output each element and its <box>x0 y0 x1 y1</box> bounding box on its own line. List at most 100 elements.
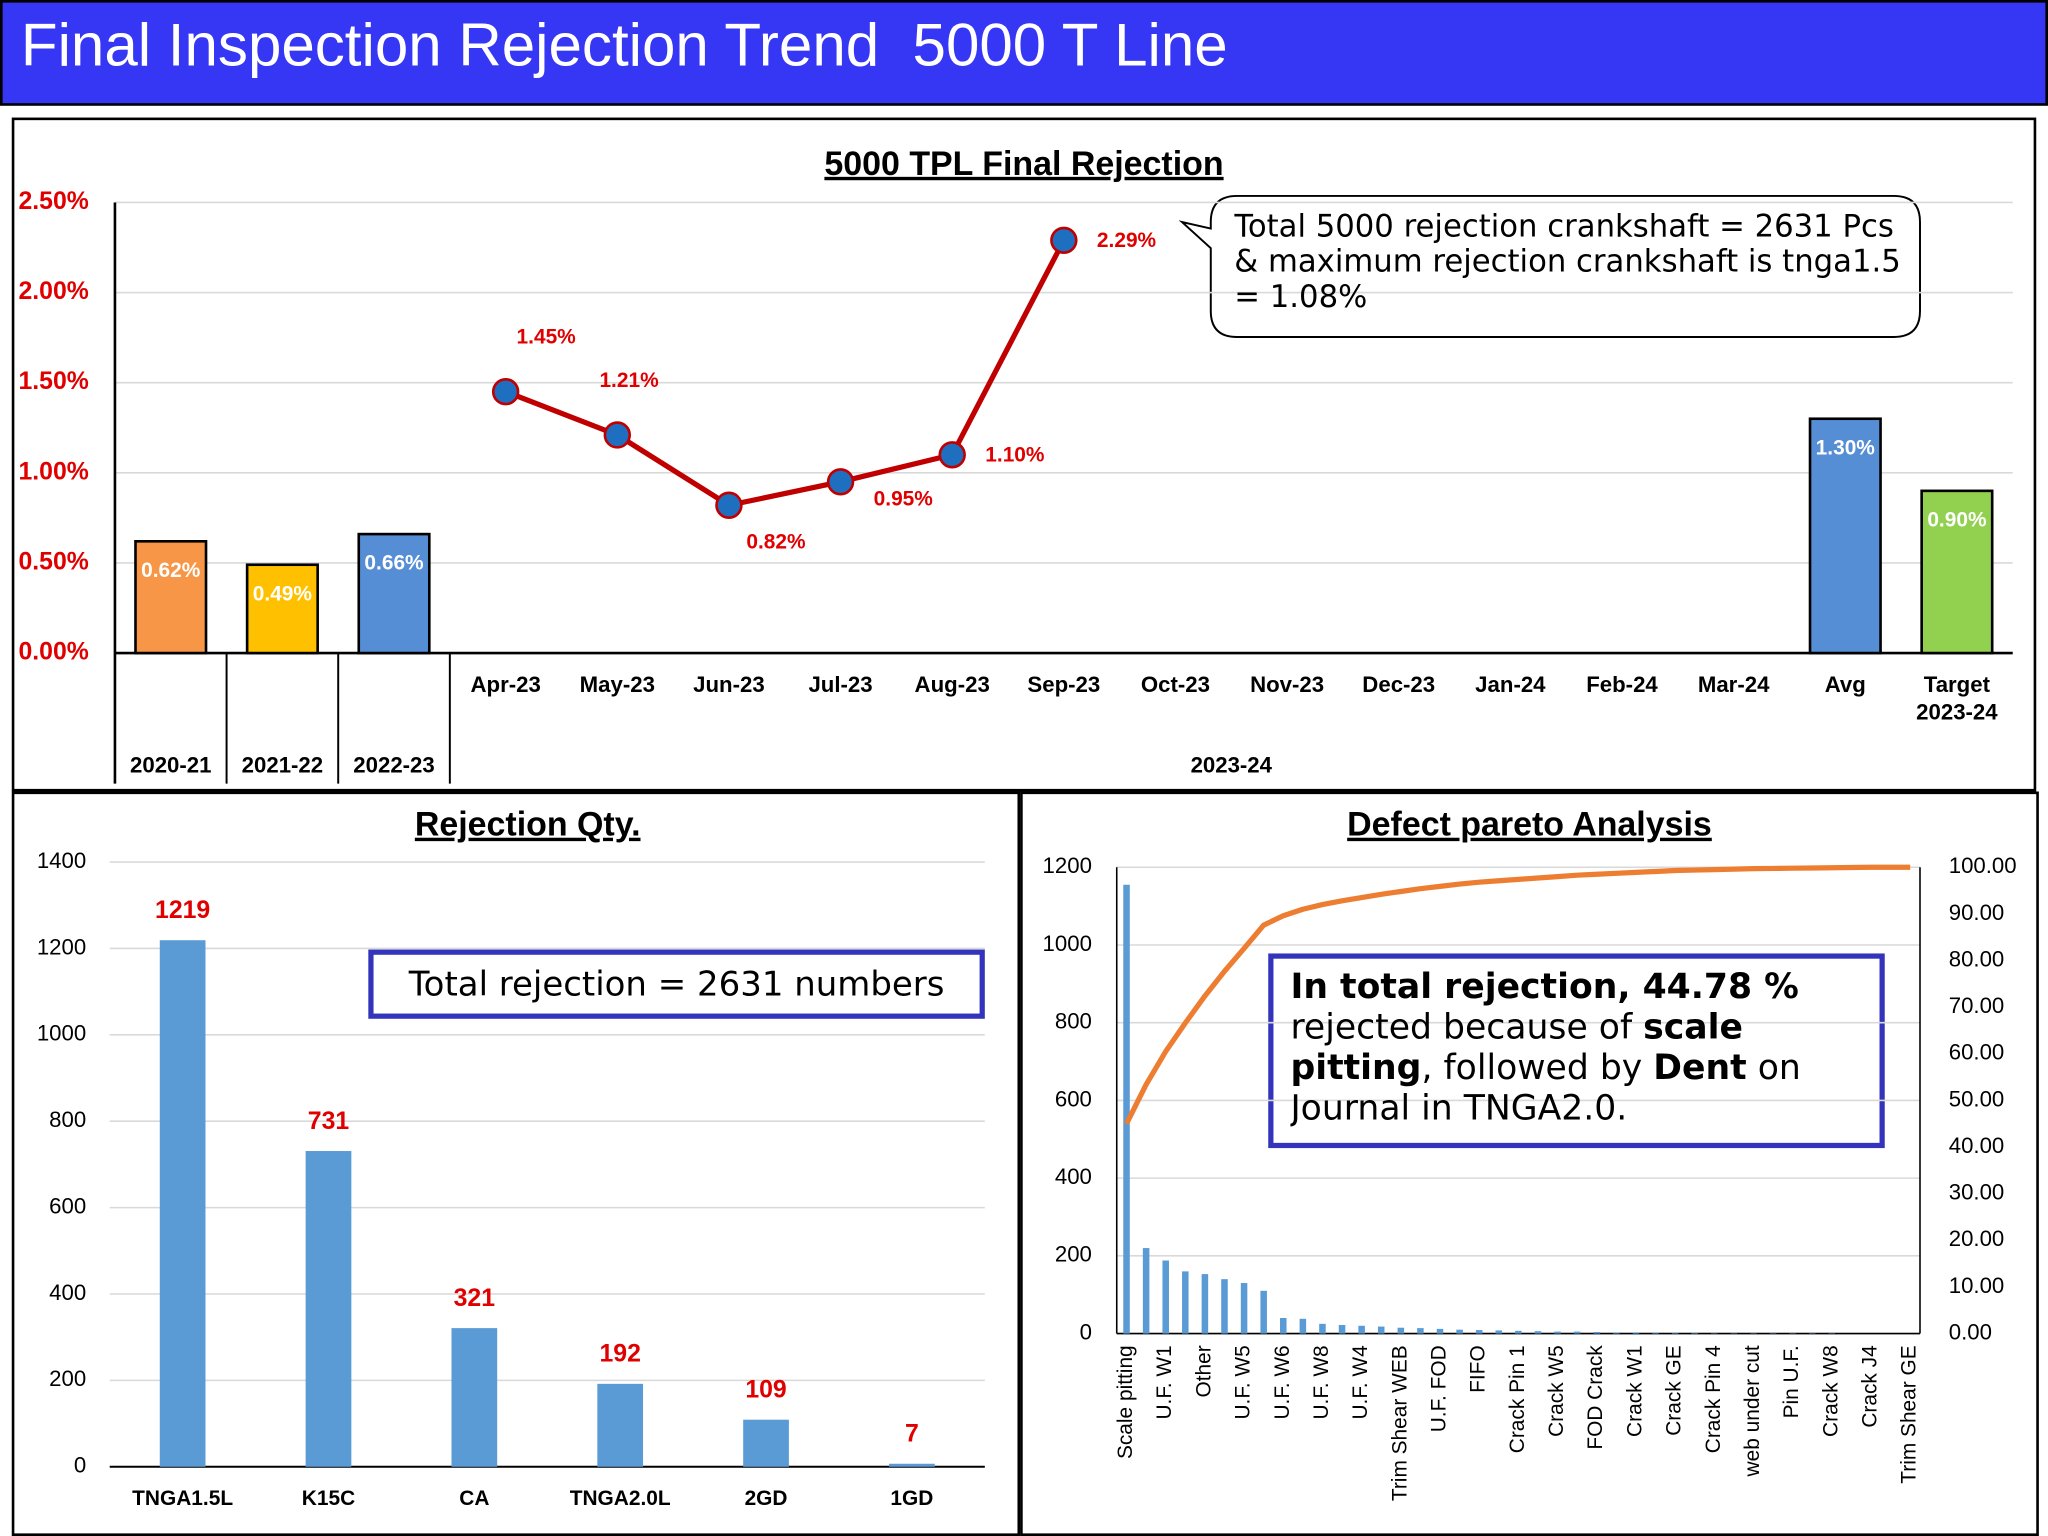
x-tick-label: Sep-23 <box>1027 672 1101 698</box>
x-tick-label: U.F. W6 <box>1271 1345 1294 1419</box>
x-tick-label-box: Avg <box>1824 672 1866 698</box>
panel <box>11 791 1021 1536</box>
data-label: 0.90% <box>1927 508 1987 531</box>
x-tick-label: U.F. W1 <box>1153 1345 1176 1419</box>
x-tick-label: Scale pitting <box>1114 1345 1137 1459</box>
y-tick-label: 0.00 <box>1949 1319 1992 1344</box>
y-tick-label: 1000 <box>37 1021 86 1046</box>
bar <box>743 1419 789 1467</box>
data-label: 192 <box>600 1341 641 1368</box>
x-tick-label: Crack Pin 4 <box>1702 1345 1725 1453</box>
bar <box>1495 1330 1503 1334</box>
x-tick-label-box: Sep-23 <box>1027 672 1101 698</box>
y-tick-label: 1400 <box>37 848 86 873</box>
y-tick-label: 70.00 <box>1949 993 2005 1018</box>
y-tick-label: 0.00% <box>19 639 89 666</box>
data-label: 7 <box>905 1421 919 1448</box>
x-tick-label: U.F. W5 <box>1232 1345 1255 1419</box>
x-tick-label: Other <box>1192 1345 1215 1397</box>
bar <box>159 940 206 1467</box>
x-tick-label: Mar-24 <box>1697 672 1770 698</box>
bar <box>1377 1326 1385 1334</box>
x-tick-label: U.F. W8 <box>1310 1345 1333 1419</box>
x-tick-label-box: Feb-24 <box>1586 673 1658 698</box>
data-label: 0.62% <box>141 559 201 582</box>
bar <box>1456 1329 1463 1334</box>
data-label: 1219 <box>155 897 210 924</box>
x-tick-label: Crack GE <box>1663 1345 1686 1436</box>
bar <box>1319 1323 1326 1334</box>
x-tick-label: U.F. FOD <box>1428 1345 1451 1432</box>
x-tick-label: Jul-23 <box>808 672 873 698</box>
bar <box>451 1328 498 1467</box>
bar <box>245 563 319 655</box>
data-label: 321 <box>454 1285 496 1312</box>
y-tick-label: 400 <box>49 1280 86 1305</box>
annotation-box <box>368 949 985 1019</box>
y-tick-label: 40.00 <box>1949 1133 2005 1158</box>
bar <box>1691 1332 1698 1334</box>
x-tick-label: 1GD <box>890 1487 933 1510</box>
annotation-segment: In total rejection, 44.78 % <box>1290 966 1799 1008</box>
bar <box>1632 1332 1640 1334</box>
x-tick-label-box: Jan-24 <box>1475 673 1545 698</box>
x-tick-label: May-23 <box>579 672 655 698</box>
annotation-segment: , followed by <box>1421 1047 1654 1088</box>
y-tick-label: 0 <box>74 1453 86 1478</box>
x-tick-label: Oct-23 <box>1140 672 1211 698</box>
x-tick-label: U.F. W4 <box>1349 1345 1372 1419</box>
x-tick-label: Pin U.F. <box>1780 1345 1803 1418</box>
panel <box>11 117 2037 792</box>
x-tick-label-box: Dec-23 <box>1362 672 1436 698</box>
x-tick-label-box: Jul-23 <box>808 672 873 698</box>
x-tick-label: FIFO <box>1467 1345 1490 1393</box>
y-tick-label: 0 <box>1080 1319 1092 1344</box>
line-marker <box>826 468 855 496</box>
y-tick-label: 1.00% <box>19 458 89 485</box>
x-tick-label: Crack W8 <box>1819 1345 1842 1437</box>
y-tick-label: 200 <box>49 1366 86 1391</box>
x-tick-label: TNGA2.0L <box>570 1487 671 1510</box>
x-tick-label: Avg <box>1824 672 1866 698</box>
annotation-box: In total rejection, 44.78 % rejected bec… <box>1290 966 1800 1129</box>
x-tick-label: K15C <box>302 1487 355 1510</box>
y-tick-label: 400 <box>1055 1164 1092 1189</box>
y-tick-label: 800 <box>49 1107 86 1132</box>
x-tick-label: web under cut <box>1741 1345 1764 1477</box>
y-tick-label: 60.00 <box>1949 1040 2005 1065</box>
line <box>1124 864 1911 1125</box>
data-label: 0.49% <box>253 582 313 605</box>
bar <box>1573 1331 1581 1334</box>
bar <box>1299 1318 1307 1334</box>
data-label: 1.10% <box>985 444 1045 467</box>
y-tick-label: 20.00 <box>1949 1226 2005 1251</box>
y-tick-label: 200 <box>1055 1242 1092 1267</box>
x-tick-label-box: Target 2023-24 <box>1916 673 1997 725</box>
y-tick-label: 100.00 <box>1949 853 2017 878</box>
bar <box>1397 1327 1405 1334</box>
x-tick-label-box: Apr-23 <box>470 673 540 698</box>
group-label: 2022-23 <box>353 753 434 778</box>
bar <box>1123 884 1130 1334</box>
bar <box>1436 1328 1444 1334</box>
bar <box>1593 1331 1600 1334</box>
annotation: Total rejection = 2631 numbers <box>408 965 945 1005</box>
y-tick-label: 600 <box>49 1193 86 1218</box>
data-label: 1.45% <box>517 326 577 349</box>
y-tick-label: 10.00 <box>1949 1273 2005 1298</box>
data-label: 1.30% <box>1816 436 1876 459</box>
x-tick-label-box: Oct-23 <box>1140 672 1211 698</box>
chart-title: Defect pareto Analysis <box>1347 806 1712 844</box>
x-tick-label: Dec-23 <box>1362 672 1436 698</box>
y-tick-label: 2.00% <box>19 278 89 305</box>
x-tick-label: TNGA1.5L <box>132 1487 233 1510</box>
line-marker <box>715 491 743 519</box>
bar <box>1920 489 1994 655</box>
bar <box>1671 1332 1679 1334</box>
chart-title: Rejection Qty. <box>415 806 641 844</box>
annotation-segment: rejected because of <box>1290 1007 1644 1048</box>
data-label: 109 <box>745 1377 786 1404</box>
y-tick-label: 1000 <box>1043 931 1092 956</box>
